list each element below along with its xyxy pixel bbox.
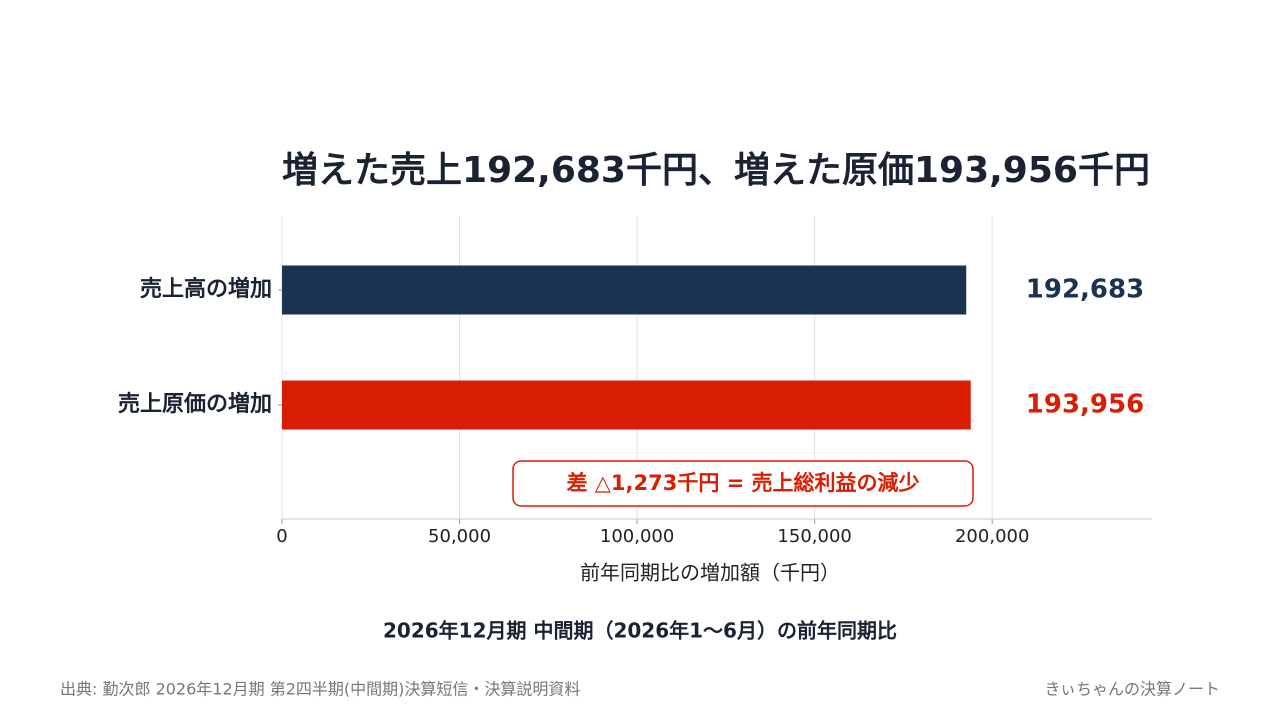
x-tick-label: 0 [276,526,287,547]
value-label: 192,683 [1026,275,1144,305]
bar [282,265,967,315]
x-tick-label: 200,000 [955,526,1029,547]
annotation-box [512,460,974,507]
chart-title: 増えた売上192,683千円、増えた原価193,956千円 [282,150,1150,191]
y-tick-label: 売上高の増加 [140,276,272,302]
x-tick-label: 150,000 [777,526,851,547]
x-tick-label: 50,000 [428,526,491,547]
y-tick-label: 売上原価の増加 [118,391,272,417]
value-label: 193,956 [1026,390,1144,420]
subtitle: 2026年12月期 中間期（2026年1〜6月）の前年同期比 [383,619,897,643]
source: 出典: 勤次郎 2026年12月期 第2四半期(中間期)決算短信・決算説明資料 [60,680,580,699]
x-axis-label: 前年同期比の増加額（千円） [580,561,840,585]
bar [282,380,971,430]
annotation: 差 △1,273千円 = 売上総利益の減少 [566,471,919,495]
credit: きぃちゃんの決算ノート [1045,680,1220,699]
x-tick-label: 100,000 [600,526,674,547]
